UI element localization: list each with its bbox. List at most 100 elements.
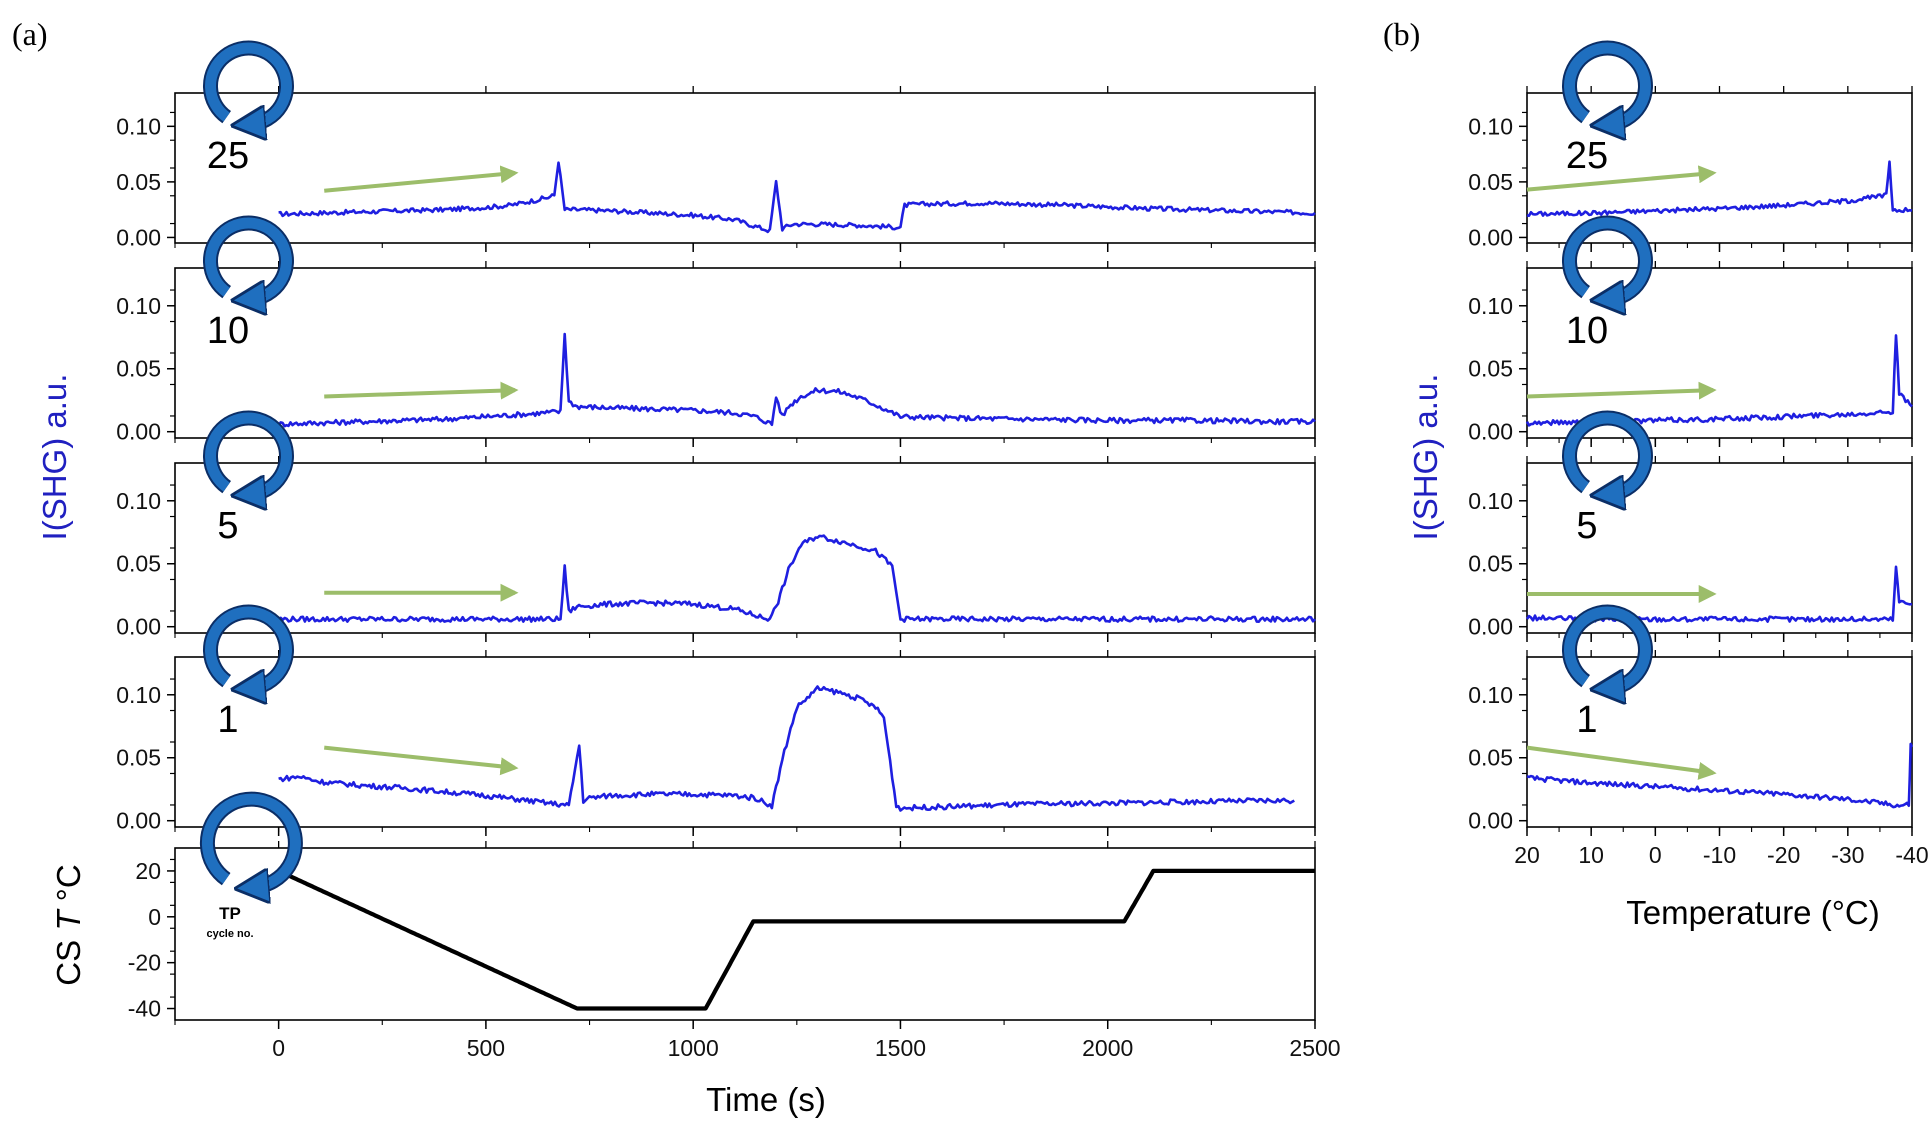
y-tick-label: 0.10 (116, 682, 161, 708)
panel-a-label: (a) (12, 16, 48, 52)
y-tick-label: 20 (135, 858, 161, 884)
cycle-badge-10: 10 (203, 215, 294, 352)
y-tick-label: 0.10 (1468, 293, 1513, 319)
cycle-number: 10 (207, 310, 249, 352)
panel-b-subplot-10-frame (1526, 267, 1913, 439)
x-tick-label: 0 (272, 1035, 285, 1061)
cycle-badge-25: 25 (203, 40, 294, 177)
x-tick-label: 1500 (875, 1035, 926, 1061)
trend-arrow-b-cycle-25 (1526, 165, 1717, 192)
cycle-ring (1564, 217, 1651, 299)
cycle-badge-TP: TP cycle no. (199, 791, 303, 940)
x-tick-label: -10 (1703, 842, 1736, 868)
x-tick-label: 10 (1578, 842, 1604, 868)
panel-a-ylabel: I(SHG) a.u. (36, 374, 73, 541)
cycle-ring (1564, 42, 1651, 124)
x-tick-label: 2000 (1082, 1035, 1133, 1061)
x-tick-label: -30 (1831, 842, 1864, 868)
cycle-ring (1564, 412, 1651, 494)
trend-arrow-cycle-25 (324, 165, 519, 193)
cycle-badge-b-5: 5 (1562, 410, 1653, 547)
temp-ylabel-italic: T (50, 908, 87, 931)
panel-a-subplot-TP-frame (174, 847, 1316, 1021)
cycle-badge-1: 1 (203, 604, 294, 741)
x-tick-label: 500 (467, 1035, 505, 1061)
panel-b-subplot-5-frame (1526, 462, 1913, 634)
y-tick-label: 0.00 (1468, 614, 1513, 640)
trend-arrow-cycle-1 (324, 745, 519, 776)
temperature-profile-line (277, 868, 1316, 1011)
panel-a-subplot-TP-axes: -40 -20 0 20 0 500 1000 1500 2000 2500 (128, 841, 1341, 1061)
panel-b-subplot-10-axes: 0.00 0.05 0.10 (1468, 261, 1913, 447)
cycle-badge-5: 5 (203, 410, 294, 547)
x-tick-label: 0 (1649, 842, 1662, 868)
cycle-ring (205, 606, 292, 688)
y-tick-label: 0.10 (116, 488, 161, 514)
cycle-number: 25 (207, 135, 249, 177)
y-tick-label: 0.05 (116, 551, 161, 577)
cycle-ring (205, 217, 292, 299)
y-tick-label: 0.10 (1468, 113, 1513, 139)
y-tick-label: 0.10 (116, 293, 161, 319)
y-tick-label: -40 (128, 996, 161, 1022)
y-tick-label: 0.10 (116, 113, 161, 139)
y-tick-label: 0.00 (116, 808, 161, 834)
panel-a-xlabel: Time (s) (706, 1081, 826, 1118)
y-tick-label: 0.00 (116, 224, 161, 250)
cycle-ring (205, 412, 292, 494)
shg-vs-temp-line-cycle-25 (1526, 160, 1913, 217)
cycle-number: 1 (217, 699, 238, 741)
temp-ylabel-suffix: °C (50, 864, 87, 910)
panel-a-subplot-5-axes: 0.00 0.05 0.10 (116, 456, 1316, 642)
panel-b-ylabel: I(SHG) a.u. (1407, 374, 1444, 541)
badge-tp-sublabel: cycle no. (206, 928, 253, 940)
cycle-ring (205, 42, 292, 124)
cycle-number: 5 (217, 505, 238, 547)
panel-b-xlabel: Temperature (°C) (1626, 894, 1879, 931)
temp-subplot-ylabel: CS T °C (50, 864, 87, 985)
y-tick-label: 0.10 (1468, 682, 1513, 708)
y-tick-label: 0 (148, 904, 161, 930)
x-tick-label: 1000 (668, 1035, 719, 1061)
y-tick-label: -20 (128, 950, 161, 976)
y-tick-label: 0.10 (1468, 488, 1513, 514)
y-tick-label: 0.00 (1468, 419, 1513, 445)
cycle-badge-b-1: 1 (1562, 604, 1653, 741)
temp-ylabel-prefix: CS (50, 931, 87, 986)
trend-arrow-cycle-10 (324, 381, 519, 400)
y-tick-label: 0.05 (1468, 169, 1513, 195)
y-tick-label: 0.05 (1468, 356, 1513, 382)
cycle-number: 25 (1566, 135, 1608, 177)
panel-a-subplot-10-axes: 0.00 0.05 0.10 (116, 261, 1316, 447)
y-tick-label: 0.00 (1468, 808, 1513, 834)
cycle-badge-b-10: 10 (1562, 215, 1653, 352)
badge-tp-label: TP (219, 904, 241, 923)
y-tick-label: 0.05 (116, 745, 161, 771)
trend-arrow-b-cycle-1 (1526, 745, 1717, 780)
cycle-badge-b-25: 25 (1562, 40, 1653, 177)
shg-vs-temp-line-cycle-1 (1526, 742, 1914, 809)
y-tick-label: 0.00 (1468, 224, 1513, 250)
y-tick-label: 0.05 (1468, 745, 1513, 771)
panel-b-subplot-25-axes: 0.00 0.05 0.10 (1468, 86, 1913, 252)
cycle-number: 5 (1576, 505, 1597, 547)
shg-signal-line-cycle-25 (278, 161, 1316, 234)
panel-b-label: (b) (1383, 16, 1420, 52)
y-tick-label: 0.05 (116, 356, 161, 382)
shg-signal-line-cycle-5 (277, 534, 1316, 623)
y-tick-label: 0.00 (116, 419, 161, 445)
x-tick-label: -40 (1895, 842, 1928, 868)
x-tick-label: 20 (1514, 842, 1540, 868)
y-tick-label: 0.00 (116, 614, 161, 640)
panel-b-subplot-5-axes: 0.00 0.05 0.10 (1468, 456, 1913, 642)
shg-signal-line-cycle-1 (278, 685, 1295, 812)
panel-a-subplot-1-axes: 0.00 0.05 0.10 (116, 650, 1316, 836)
trend-arrow-b-cycle-10 (1526, 381, 1717, 400)
x-tick-label: 2500 (1289, 1035, 1340, 1061)
y-tick-label: 0.05 (1468, 551, 1513, 577)
panel-a-subplot-25-axes: 0.00 0.05 0.10 (116, 86, 1316, 252)
cycle-ring (1564, 606, 1651, 688)
x-tick-label: -20 (1767, 842, 1800, 868)
y-tick-label: 0.05 (116, 169, 161, 195)
